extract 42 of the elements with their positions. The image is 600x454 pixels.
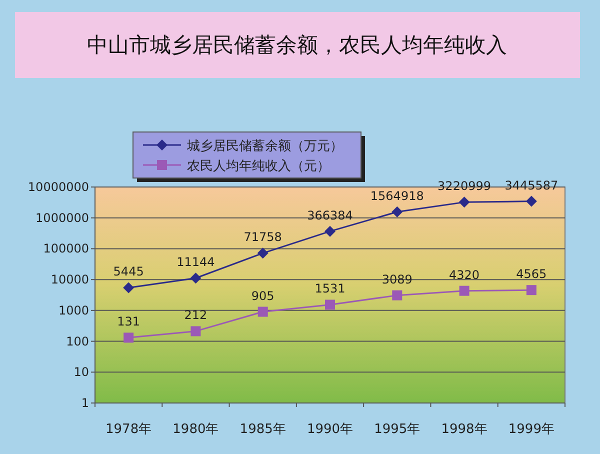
data-label: 905 bbox=[251, 288, 274, 303]
data-label: 4320 bbox=[449, 268, 480, 282]
x-tick-label: 1995年 bbox=[374, 422, 420, 437]
point bbox=[325, 300, 335, 310]
point bbox=[257, 248, 268, 259]
chart-title: 中山市城乡居民储蓄余额，农民人均年纯收入 bbox=[87, 33, 507, 57]
y-tick-label: 10000 bbox=[50, 272, 89, 287]
point bbox=[190, 272, 202, 284]
y-tick-label: 100000 bbox=[43, 242, 89, 256]
data-label: 1564918 bbox=[370, 188, 424, 203]
data-label: 4565 bbox=[516, 267, 547, 282]
y-tick-label: 10 bbox=[74, 365, 89, 380]
point bbox=[324, 226, 336, 237]
x-tick-label: 1978年 bbox=[106, 422, 152, 437]
data-label: 212 bbox=[184, 308, 208, 322]
y-tick-label: 10000000 bbox=[28, 180, 89, 194]
point bbox=[123, 282, 134, 294]
point bbox=[526, 196, 537, 207]
data-label: 131 bbox=[117, 314, 140, 329]
y-tick-label: 1 bbox=[81, 396, 89, 410]
x-tick-label: 1990年 bbox=[306, 422, 354, 437]
data-label: 5445 bbox=[113, 264, 144, 279]
data-label: 1531 bbox=[314, 282, 346, 296]
legend-label: 农民人均年纯收入（元） bbox=[187, 159, 330, 174]
data-label: 11144 bbox=[176, 255, 215, 270]
data-label: 71758 bbox=[244, 230, 282, 244]
y-tick-label: 100 bbox=[66, 334, 89, 348]
point bbox=[392, 290, 402, 300]
point bbox=[190, 326, 201, 336]
x-tick-label: 1999年 bbox=[508, 422, 554, 437]
x-tick-label: 1985年 bbox=[240, 422, 286, 437]
point bbox=[124, 332, 134, 343]
point bbox=[458, 196, 470, 208]
point bbox=[459, 286, 470, 296]
x-tick-label: 1998年 bbox=[441, 422, 488, 437]
legend-label: 城乡居民储蓄余额（万元） bbox=[186, 139, 343, 154]
y-tick-label: 1000 bbox=[58, 303, 89, 318]
point bbox=[258, 306, 268, 317]
x-tick-label: 1980年 bbox=[172, 422, 219, 437]
point bbox=[526, 285, 536, 296]
y-tick-label: 1000000 bbox=[36, 210, 89, 225]
point bbox=[392, 206, 403, 218]
